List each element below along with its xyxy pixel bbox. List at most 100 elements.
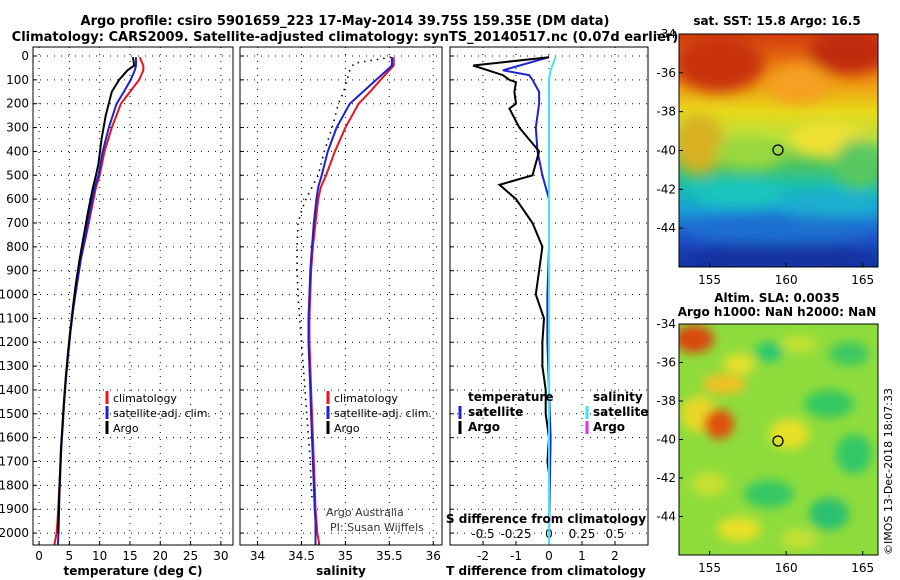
map-y-tick-label: -36	[656, 66, 676, 80]
sla-map: Altim. SLA: 0.0035 Argo h1000: NaN h2000…	[656, 291, 879, 575]
depth-tick-label: 1400	[0, 383, 29, 397]
series-t-argo	[472, 56, 551, 474]
salinity-frame	[239, 46, 443, 546]
depth-tick-label: 1100	[0, 311, 29, 325]
x-tick-label: 15	[122, 549, 137, 563]
series-climatology	[308, 57, 395, 545]
map-x-tick-label: 165	[851, 273, 874, 287]
series-climatology	[53, 56, 145, 546]
temperature-legend: climatology satellite-adj. clim. Argo	[105, 391, 211, 435]
depth-tick-label: 700	[6, 216, 29, 230]
x-tick-label: 34.5	[288, 549, 315, 563]
depth-tick-labels: 0 100 200 300 400 500 600 700 800 900 1000 1100 1200…	[0, 49, 29, 540]
x-tick-label: 30	[213, 549, 228, 563]
difference-frame	[449, 46, 649, 546]
x-tick-label: 20	[153, 549, 168, 563]
map-x-tick-label: 155	[698, 273, 721, 287]
x-tick-label: 5	[66, 549, 74, 563]
series-argo	[57, 57, 136, 534]
depth-tick-label: 900	[6, 264, 29, 278]
x-tick-label: 34	[250, 549, 265, 563]
series-satellite-adj-clim-	[307, 57, 393, 545]
legend-climatology-label: climatology	[113, 392, 177, 405]
legend-satellite-label: satellite-adj. clim.	[113, 407, 211, 420]
s-diff-tick-label: 0.5	[605, 527, 624, 541]
map-x-tick-label: 155	[698, 561, 721, 575]
depth-tick-label: 600	[6, 192, 29, 206]
series-t-satellite	[502, 56, 552, 534]
float-position-marker	[772, 435, 784, 447]
legend-argo-label: Argo	[113, 422, 139, 435]
annotation-argo-australia: Argo Australia	[326, 506, 404, 519]
imos-watermark: ©IMOS 13-Dec-2018 18:07:33	[882, 388, 895, 555]
x-tick-label: -2	[477, 549, 489, 563]
legend-t-satellite-label: satellite	[468, 405, 523, 419]
depth-tick-label: 1000	[0, 288, 29, 302]
depth-tick-label: 300	[6, 121, 29, 135]
x-tick-label: 2	[611, 549, 619, 563]
depth-tick-label: 400	[6, 144, 29, 158]
difference-xlabel: T difference from climatology	[446, 564, 646, 578]
map-x-tick-label: 165	[851, 561, 874, 575]
float-position-marker	[772, 144, 784, 156]
sla-map-image	[679, 324, 878, 555]
map-y-tick-label: -34	[656, 317, 676, 331]
depth-tick-label: 1600	[0, 431, 29, 445]
x-tick-label: 10	[92, 549, 107, 563]
map-y-tick-label: -40	[656, 433, 676, 447]
s-diff-tick-label: 0.25	[569, 527, 596, 541]
legend-t-argo-label: Argo	[468, 420, 500, 434]
depth-tick-label: 800	[6, 240, 29, 254]
title-line-2: Climatology: CARS2009. Satellite-adjuste…	[12, 30, 679, 45]
s-diff-tick-label: -0.5	[471, 527, 494, 541]
x-tick-label: 1	[578, 549, 586, 563]
temperature-frame	[32, 46, 234, 546]
map-y-tick-label: -40	[656, 144, 676, 158]
map-y-tick-label: -34	[656, 27, 676, 41]
depth-tick-label: 500	[6, 168, 29, 182]
legend-climatology-label: climatology	[334, 392, 398, 405]
temperature-panel: 0 5 10 15 20 25 30 temperature (deg C) climato…	[32, 46, 234, 578]
series-s-satellite	[548, 56, 557, 545]
x-tick-label: 25	[183, 549, 198, 563]
legend-argo-label: Argo	[334, 422, 360, 435]
annotation-pi: PI: Susan Wijffels	[330, 521, 424, 534]
temperature-xlabel: temperature (deg C)	[64, 564, 203, 578]
series-satellite-adj-clim-	[56, 57, 137, 546]
difference-panel: -2 -1 0 1 2-0.5 -0.25 0 0.25 0.5 T difference fr…	[446, 46, 649, 578]
x-tick-label: 0	[35, 549, 43, 563]
x-tick-label: 35	[338, 549, 353, 563]
depth-tick-label: 1200	[0, 335, 29, 349]
legend-s-satellite-label: satellite	[593, 405, 648, 419]
depth-tick-label: 0	[21, 49, 29, 63]
legend-temperature-heading: temperature	[468, 390, 553, 404]
legend-satellite-label: satellite-adj. clim.	[334, 407, 432, 420]
depth-tick-label: 1300	[0, 359, 29, 373]
x-tick-label: 35.5	[376, 549, 403, 563]
depth-tick-label: 100	[6, 73, 29, 87]
sst-map: sat. SST: 15.8 Argo: 16.5	[656, 14, 879, 287]
salinity-xlabel: salinity	[316, 564, 366, 578]
difference-s-label: S difference from climatology	[446, 512, 646, 526]
s-diff-tick-label: -0.25	[500, 527, 531, 541]
sla-map-title-1: Altim. SLA: 0.0035	[714, 291, 840, 305]
map-y-tick-label: -44	[656, 221, 676, 235]
sla-map-title-2: Argo h1000: NaN h2000: NaN	[678, 305, 877, 319]
legend-s-argo-label: Argo	[593, 420, 625, 434]
depth-tick-label: 1500	[0, 407, 29, 421]
map-y-tick-label: -38	[656, 394, 676, 408]
x-tick-label: 36	[426, 549, 441, 563]
depth-tick-label: 2000	[0, 526, 29, 540]
x-tick-label: -1	[510, 549, 522, 563]
title-line-1: Argo profile: csiro 5901659_223 17-May-2…	[81, 14, 610, 29]
map-y-tick-label: -42	[656, 182, 676, 196]
legend-salinity-heading: salinity	[593, 390, 643, 404]
map-x-tick-label: 160	[775, 561, 798, 575]
depth-tick-label: 1700	[0, 455, 29, 469]
depth-tick-label: 1800	[0, 478, 29, 492]
map-y-tick-label: -44	[656, 510, 676, 524]
map-x-tick-label: 160	[775, 273, 798, 287]
sst-map-image	[679, 34, 878, 267]
depth-tick-label: 1900	[0, 502, 29, 516]
